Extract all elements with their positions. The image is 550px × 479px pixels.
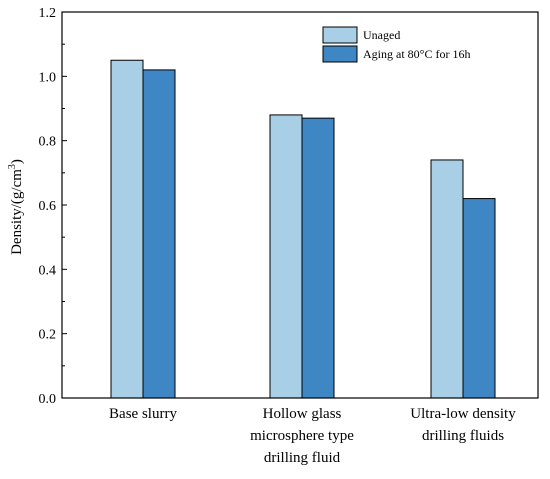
y-axis-title-close: ) <box>9 159 25 164</box>
y-tick-label: 0.0 <box>39 392 57 407</box>
y-axis-title: Density/(g/cm3) <box>7 159 25 255</box>
bar-unaged-1 <box>269 114 303 399</box>
legend-label: Unaged <box>363 28 400 42</box>
x-category-label: Hollow glass <box>263 406 342 422</box>
legend-label: Aging at 80°C for 16h <box>363 47 470 61</box>
x-category-label: drilling fluids <box>422 428 504 444</box>
y-tick-label: 1.2 <box>39 6 57 21</box>
x-category-label: drilling fluid <box>264 450 341 466</box>
bar-unaged-0 <box>110 59 144 399</box>
y-tick-label: 0.6 <box>39 199 57 214</box>
x-category-label: Base slurry <box>109 406 177 422</box>
bars-layer <box>110 59 496 399</box>
bar-aged-1 <box>301 117 335 399</box>
y-ticks-layer: 0.0 0.2 0.4 0.6 0.8 1.0 1.2 <box>39 6 67 407</box>
category-labels-layer: Base slurry Hollow glass microsphere type d… <box>109 406 516 466</box>
bar-aged-0 <box>142 69 176 399</box>
y-tick-label: 0.8 <box>39 135 57 150</box>
y-axis-title-main: Density/(g/cm <box>9 169 25 255</box>
y-axis-title-superscript: 3 <box>7 164 18 169</box>
x-category-label: Ultra-low density <box>410 406 516 422</box>
bar-aged-2 <box>462 198 496 399</box>
x-category-label: microsphere type <box>250 428 354 444</box>
y-tick-label: 0.2 <box>39 328 57 343</box>
legend-swatch <box>322 45 358 63</box>
legend-swatch <box>322 26 358 44</box>
y-tick-label: 1.0 <box>39 70 57 85</box>
legend: Unaged Aging at 80°C for 16h <box>322 26 470 63</box>
bar-unaged-2 <box>430 159 464 399</box>
y-tick-label: 0.4 <box>39 263 57 278</box>
